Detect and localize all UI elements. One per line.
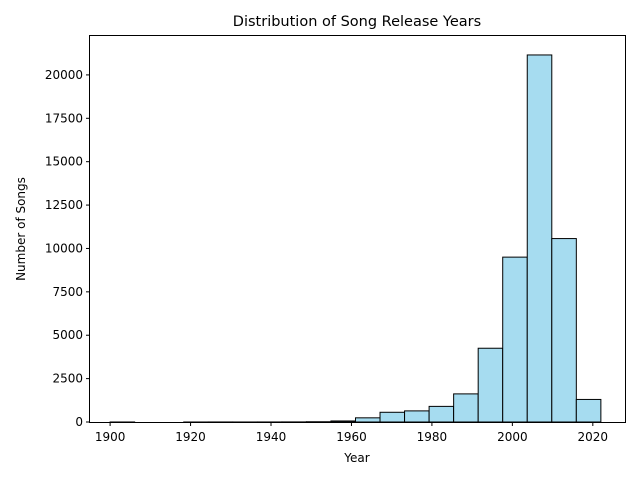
plot-frame [89, 35, 626, 423]
x-tick-label: 2020 [578, 430, 609, 444]
y-axis-label: Number of Songs [14, 177, 28, 281]
y-tick-label: 15000 [45, 155, 83, 169]
y-tick-label: 0 [75, 415, 83, 429]
histogram-bar-16 [502, 256, 528, 423]
bars-group [109, 54, 602, 423]
histogram-bar-14 [453, 393, 479, 423]
histogram-bar-9 [330, 420, 356, 423]
x-tick-label: 1920 [175, 430, 206, 444]
chart-title: Distribution of Song Release Years [233, 14, 481, 30]
histogram-bar-15 [477, 347, 504, 423]
y-tick-label: 2500 [52, 372, 83, 386]
y-tick-label: 5000 [52, 328, 83, 342]
x-tick-label: 1960 [336, 430, 367, 444]
x-tick-label: 2000 [497, 430, 528, 444]
x-axis-label: Year [343, 451, 369, 465]
x-axis: 1900 1920 1940 1960 1980 2000 2020 [95, 422, 608, 444]
y-tick-label: 12500 [45, 198, 83, 212]
histogram-bar-17 [526, 54, 553, 423]
y-tick-label: 10000 [45, 241, 83, 255]
y-tick-label: 7500 [52, 285, 83, 299]
histogram-bar-11 [379, 411, 406, 423]
histogram-bar-10 [354, 417, 381, 423]
y-tick-label: 20000 [45, 68, 83, 82]
histogram-bar-13 [428, 405, 455, 423]
x-tick-label: 1900 [95, 430, 126, 444]
y-tick-label: 17500 [45, 111, 83, 125]
x-tick-label: 1940 [256, 430, 287, 444]
histogram-bar-19 [575, 398, 602, 423]
histogram-bar-12 [404, 410, 430, 423]
histogram-bar-18 [551, 238, 577, 423]
x-tick-label: 1980 [417, 430, 448, 444]
y-axis: 0 2500 5000 7500 10000 12500 15000 17500 20000 [45, 68, 90, 429]
